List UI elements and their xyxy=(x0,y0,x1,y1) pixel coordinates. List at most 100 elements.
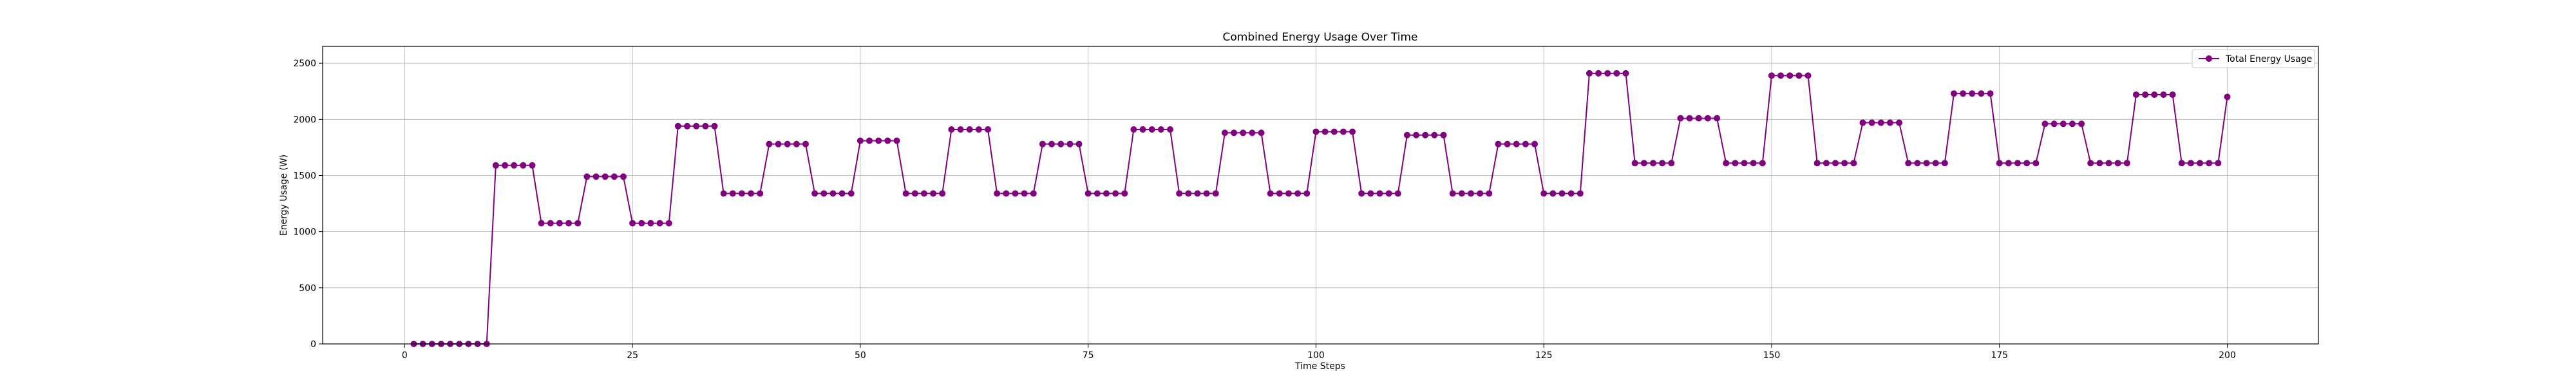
data-point-marker xyxy=(1221,129,1228,137)
data-point-marker xyxy=(1103,190,1110,197)
data-point-marker xyxy=(1659,160,1666,167)
data-point-marker xyxy=(766,140,773,147)
data-point-marker xyxy=(1212,190,1219,197)
data-point-marker xyxy=(1422,131,1429,138)
data-point-marker xyxy=(1504,140,1511,147)
data-point-marker xyxy=(1258,129,1265,137)
data-point-marker xyxy=(875,137,882,144)
data-point-marker xyxy=(556,220,563,227)
data-point-marker xyxy=(893,137,900,144)
data-point-marker xyxy=(592,173,600,180)
data-point-marker xyxy=(1157,126,1164,133)
y-tick-label: 2500 xyxy=(293,59,316,69)
data-point-marker xyxy=(1385,190,1392,197)
data-point-marker xyxy=(2050,120,2058,128)
data-point-marker xyxy=(2041,120,2049,128)
data-point-marker xyxy=(1240,129,1247,137)
data-point-marker xyxy=(920,190,927,197)
data-point-marker xyxy=(1677,115,1684,122)
data-point-marker xyxy=(538,220,545,227)
data-point-marker xyxy=(1340,128,1347,135)
data-point-marker xyxy=(948,126,955,133)
grid-lines xyxy=(323,46,2318,345)
data-point-marker xyxy=(2224,93,2231,100)
data-point-marker xyxy=(1477,190,1484,197)
data-point-marker xyxy=(1759,160,1766,167)
x-tick-label: 125 xyxy=(1535,350,1553,361)
data-point-marker xyxy=(1723,160,1730,167)
data-point-marker xyxy=(492,162,499,169)
data-point-marker xyxy=(629,220,636,227)
data-point-marker xyxy=(1823,160,1830,167)
data-point-marker xyxy=(711,122,718,129)
data-point-marker xyxy=(1814,160,1821,167)
data-point-marker xyxy=(829,190,837,197)
x-tick-label: 100 xyxy=(1307,350,1325,361)
data-point-marker xyxy=(1467,190,1474,197)
data-point-marker xyxy=(2206,160,2213,167)
data-point-marker xyxy=(1121,190,1128,197)
chart-title: Combined Energy Usage Over Time xyxy=(1223,31,1418,44)
data-point-marker xyxy=(1841,160,1848,167)
data-point-marker xyxy=(1905,160,1912,167)
data-point-marker xyxy=(1139,126,1146,133)
x-tick-label: 75 xyxy=(1083,350,1094,361)
data-point-marker xyxy=(1276,190,1283,197)
data-point-marker xyxy=(784,140,791,147)
data-point-marker xyxy=(1795,72,1803,79)
data-point-marker xyxy=(1112,190,1119,197)
data-point-marker xyxy=(1003,190,1010,197)
data-point-marker xyxy=(1057,140,1065,147)
data-point-marker xyxy=(1066,140,1074,147)
data-point-marker xyxy=(620,173,627,180)
data-point-marker xyxy=(702,122,709,129)
data-point-marker xyxy=(1567,190,1575,197)
data-point-marker xyxy=(994,190,1001,197)
data-point-marker xyxy=(1349,128,1356,135)
data-point-marker xyxy=(1741,160,1748,167)
data-point-marker xyxy=(1850,160,1857,167)
data-point-marker xyxy=(1522,140,1529,147)
data-point-marker xyxy=(1923,160,1930,167)
data-point-marker xyxy=(1586,70,1593,77)
data-point-marker xyxy=(1877,119,1884,126)
x-axis-label: Time Steps xyxy=(1294,361,1345,372)
data-point-marker xyxy=(1012,190,1019,197)
data-point-marker xyxy=(1021,190,1028,197)
data-point-marker xyxy=(1668,160,1675,167)
data-point-marker xyxy=(884,137,891,144)
x-tick-label: 175 xyxy=(1991,350,2008,361)
data-point-marker xyxy=(1403,131,1410,138)
data-point-marker xyxy=(611,173,618,180)
data-point-marker xyxy=(2215,160,2222,167)
data-point-marker xyxy=(2023,160,2031,167)
data-point-marker xyxy=(720,190,727,197)
data-point-marker xyxy=(1622,70,1629,77)
data-point-marker xyxy=(2197,160,2204,167)
data-series xyxy=(410,70,2231,347)
data-point-marker xyxy=(1714,115,1721,122)
data-point-marker xyxy=(1167,126,1174,133)
data-point-marker xyxy=(1604,70,1611,77)
data-point-marker xyxy=(757,190,764,197)
data-point-marker xyxy=(1640,160,1647,167)
data-point-marker xyxy=(1285,190,1292,197)
data-point-marker xyxy=(674,122,681,129)
x-tick-label: 25 xyxy=(627,350,638,361)
data-point-marker xyxy=(2069,120,2076,128)
data-point-marker xyxy=(647,220,654,227)
data-point-marker xyxy=(902,190,909,197)
y-tick-label: 500 xyxy=(299,283,316,294)
data-point-marker xyxy=(1048,140,1056,147)
data-point-marker xyxy=(1987,90,1994,97)
data-point-marker xyxy=(1249,129,1256,137)
data-point-marker xyxy=(1695,115,1702,122)
data-point-marker xyxy=(1650,160,1656,167)
data-point-marker xyxy=(1577,190,1584,197)
data-point-marker xyxy=(2096,160,2103,167)
data-point-marker xyxy=(2078,120,2085,128)
data-point-marker xyxy=(665,220,672,227)
data-point-marker xyxy=(1631,160,1638,167)
